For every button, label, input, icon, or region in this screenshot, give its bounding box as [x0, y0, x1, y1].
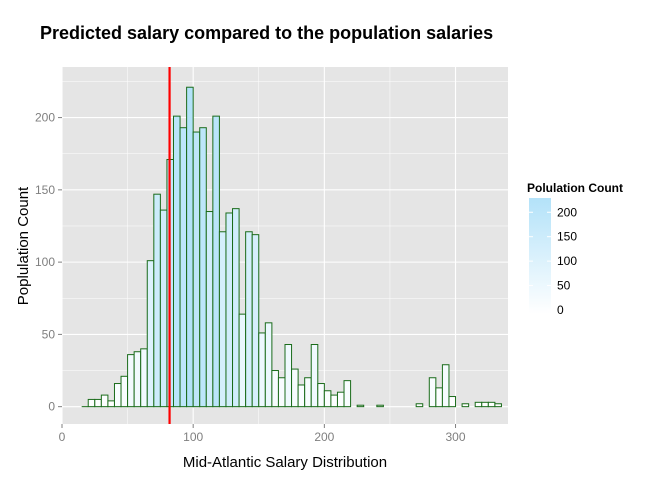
- histogram-bar: [264, 322, 273, 408]
- histogram-bar: [310, 344, 319, 408]
- histogram-bar: [487, 401, 496, 408]
- histogram-bar: [435, 387, 443, 408]
- legend-color-bar: [529, 198, 551, 314]
- histogram-bar: [146, 260, 155, 408]
- histogram-bar: [258, 332, 266, 408]
- histogram-bar: [291, 368, 299, 408]
- x-tick-label: 100: [183, 430, 203, 444]
- histogram-bar: [179, 127, 188, 408]
- histogram-bar: [205, 211, 214, 408]
- histogram-bar: [127, 354, 135, 408]
- y-tick-label: 0: [48, 400, 55, 414]
- y-tick-label: 50: [42, 327, 56, 341]
- legend-label: 50: [557, 279, 571, 293]
- y-tick-label: 100: [35, 255, 55, 269]
- histogram-bar: [153, 193, 161, 408]
- histogram-bar: [94, 398, 102, 408]
- x-tick-label: 0: [59, 430, 66, 444]
- legend-label: 0: [557, 303, 564, 317]
- histogram-bar: [113, 383, 122, 408]
- histogram-bar: [317, 383, 325, 408]
- histogram-bar: [474, 401, 483, 408]
- histogram-bar: [277, 377, 286, 408]
- histogram-bar: [356, 404, 365, 408]
- histogram-bar: [343, 380, 352, 408]
- histogram-bar: [330, 394, 338, 408]
- histogram-bar: [212, 115, 220, 408]
- histogram-bar: [304, 377, 312, 408]
- histogram-bar: [323, 390, 332, 408]
- histogram-bar: [218, 231, 227, 408]
- legend-label: 100: [557, 254, 577, 268]
- histogram-bar: [159, 209, 168, 408]
- histogram-bar: [461, 403, 470, 408]
- histogram-bar: [297, 384, 306, 408]
- histogram-bar: [133, 351, 142, 408]
- histogram-bar: [107, 400, 115, 408]
- histogram-bar: [173, 115, 181, 408]
- y-axis-title: Poplulation Count: [15, 186, 32, 305]
- histogram-bar: [448, 396, 457, 408]
- y-tick-label: 150: [35, 183, 55, 197]
- histogram-bar: [494, 403, 502, 408]
- histogram-bar: [199, 127, 207, 408]
- histogram-bar: [428, 377, 437, 408]
- histogram-bar: [87, 398, 96, 408]
- histogram-bar: [100, 394, 109, 408]
- histogram-bar: [415, 403, 424, 408]
- histogram-bar: [186, 86, 194, 408]
- axis-ticks: 0 100 200 300 0 50 100 150 200: [35, 111, 466, 444]
- histogram-bar: [284, 344, 293, 408]
- x-axis-title: Mid-Atlantic Salary Distribution: [183, 454, 387, 471]
- histogram-bar: [376, 404, 384, 408]
- histogram-bar: [251, 234, 260, 408]
- histogram-bar: [336, 391, 345, 408]
- legend-title: Polulation Count: [527, 181, 623, 195]
- legend-scale: 200 150 100 50 0: [529, 205, 577, 317]
- x-tick-label: 200: [314, 430, 334, 444]
- x-tick-label: 300: [446, 430, 466, 444]
- histogram-bar: [225, 212, 234, 408]
- histogram-bar: [120, 375, 129, 408]
- histogram-bar: [140, 348, 148, 408]
- histogram-bar: [238, 313, 247, 408]
- histogram-bar: [245, 231, 253, 408]
- histogram-bar: [481, 401, 489, 408]
- histogram-bar: [192, 131, 201, 408]
- y-tick-label: 200: [35, 111, 55, 125]
- histogram-bar: [232, 208, 240, 408]
- histogram-bar: [271, 370, 279, 408]
- legend-label: 200: [557, 205, 577, 219]
- chart-title: Predicted salary compared to the populat…: [40, 23, 493, 43]
- legend-label: 150: [557, 230, 577, 244]
- histogram-bar: [441, 364, 450, 408]
